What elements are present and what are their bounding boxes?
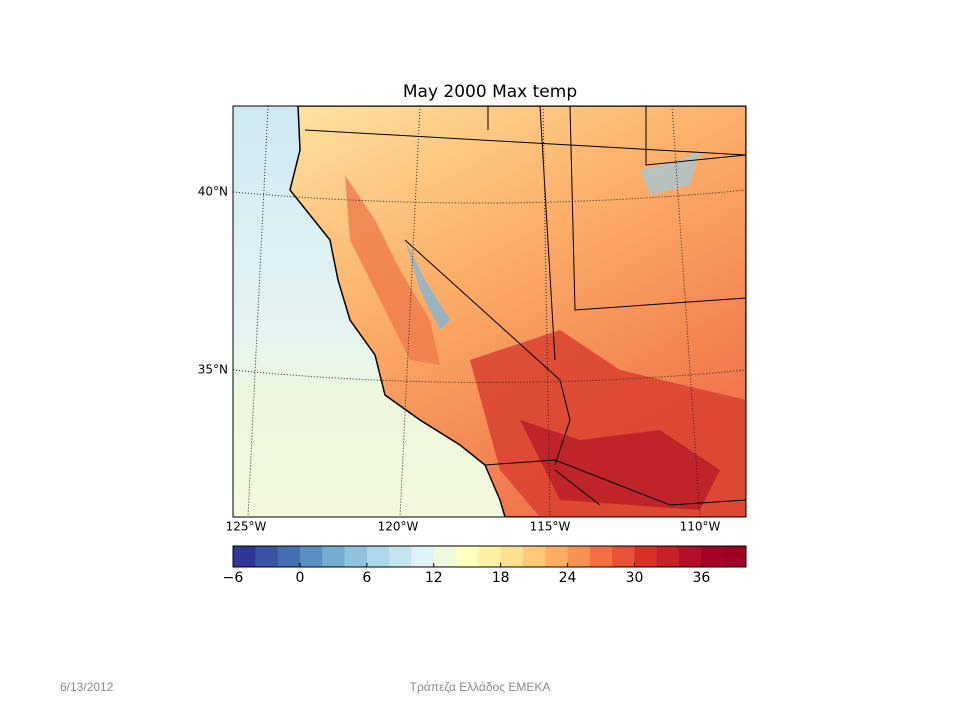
footer-text: Τράπεζα Ελλάδος ΕΜΕΚΑ xyxy=(410,680,551,694)
lon-label: 115°W xyxy=(530,520,571,534)
lon-label: 120°W xyxy=(378,520,419,534)
colorbar-bin xyxy=(411,546,435,567)
colorbar-bin xyxy=(299,546,323,567)
colorbar-bin xyxy=(500,546,524,567)
colorbar-bin xyxy=(456,546,479,567)
footer-date: 6/13/2012 xyxy=(60,680,114,694)
colorbar-tick-label: 24 xyxy=(559,570,577,586)
colorbar-tick-label: 0 xyxy=(295,570,304,586)
colorbar-tick-label: 6 xyxy=(362,570,371,586)
colorbar-bin xyxy=(656,546,680,567)
hottest-region xyxy=(520,420,720,510)
lat-label: 40°N xyxy=(198,185,228,199)
map-title: May 2000 Max temp xyxy=(403,82,577,102)
colorbar-bin xyxy=(255,546,279,567)
colorbar-tick-label: 18 xyxy=(492,570,510,586)
lon-label: 125°W xyxy=(226,520,267,534)
colorbar-bin xyxy=(589,546,613,567)
colorbar-bin xyxy=(277,546,301,567)
colorbar-bin xyxy=(478,546,502,567)
colorbar-bin xyxy=(344,546,368,567)
colorbar-tick-label: 30 xyxy=(626,570,644,586)
colorbar-bin xyxy=(701,546,725,567)
lon-label: 110°W xyxy=(680,520,721,534)
colorbar-tick-label: 36 xyxy=(692,570,710,586)
colorbar-bin xyxy=(634,546,658,567)
colorbar-tick-label: −6 xyxy=(223,570,244,586)
colorbar-tick-label: 12 xyxy=(425,570,443,586)
colorbar-bin xyxy=(545,546,569,567)
colorbar-bin xyxy=(567,546,591,567)
colorbar-bin xyxy=(389,546,412,567)
colorbar-bin xyxy=(679,546,702,567)
borders xyxy=(304,106,746,517)
colorbar: −6 0 6 12 18 24 30 36 xyxy=(223,545,747,586)
lat-label: 35°N xyxy=(198,363,228,377)
map xyxy=(233,106,746,517)
colorbar-bin xyxy=(612,546,635,567)
valley xyxy=(345,175,440,365)
colorbar-bin xyxy=(322,546,346,567)
colorbar-frame xyxy=(232,545,747,568)
map-frame xyxy=(232,105,747,518)
colorbar-bin xyxy=(723,546,747,567)
colorbar-bin xyxy=(433,546,457,567)
colorbar-bin xyxy=(522,546,546,567)
colorbar-bin xyxy=(233,546,256,567)
sierra xyxy=(405,240,450,330)
colorbar-bin xyxy=(366,546,390,567)
